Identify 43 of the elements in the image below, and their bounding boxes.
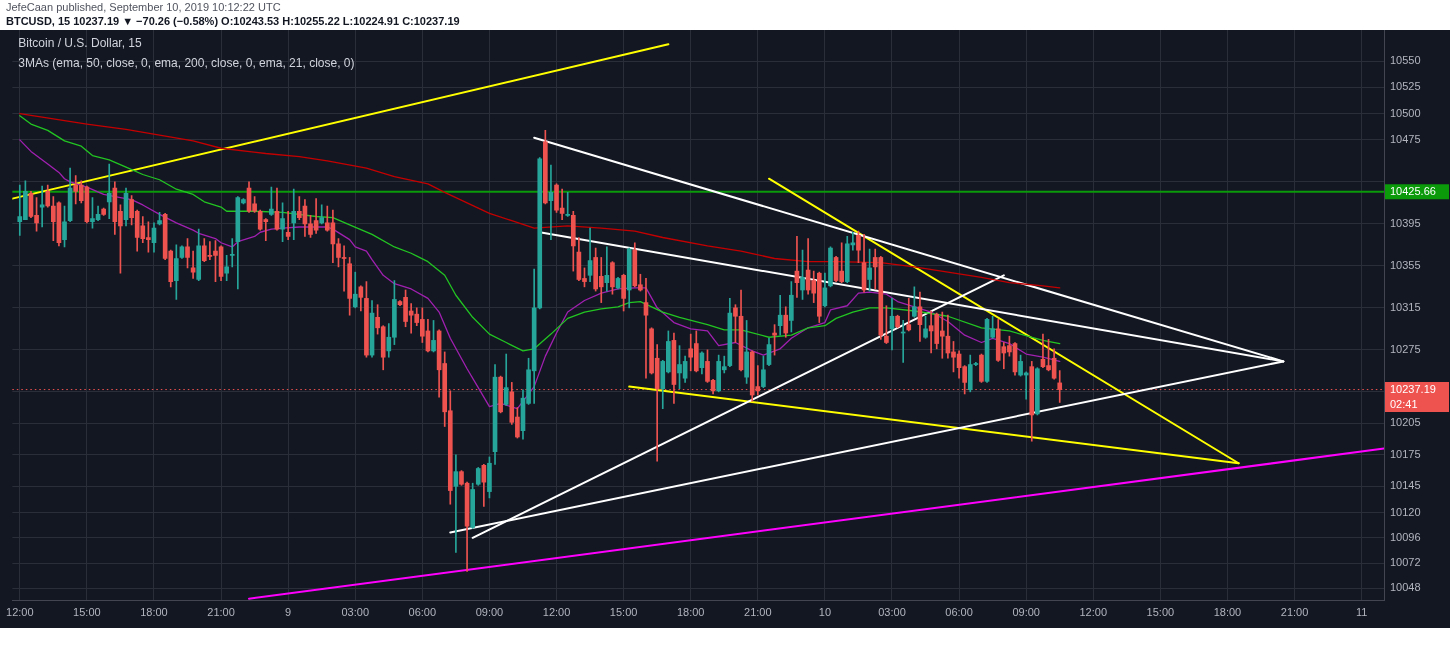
- y-tick-label: 10175: [1390, 447, 1421, 460]
- x-tick-label: 06:00: [408, 606, 437, 619]
- x-tick-label: 21:00: [207, 606, 235, 619]
- x-tick-label: 12:00: [6, 606, 34, 619]
- annotation: Bitcoin / U.S. Dollar, 15: [18, 35, 143, 50]
- x-tick-label: 10: [818, 606, 832, 619]
- y-tick-label: 10205: [1390, 416, 1421, 429]
- x-tick-label: 18:00: [1213, 606, 1242, 619]
- x-tick-label: 09:00: [475, 606, 504, 619]
- x-tick-label: 03:00: [878, 606, 906, 619]
- y-tick-label: 10395: [1390, 216, 1421, 229]
- y-tick-label: 10096: [1390, 530, 1421, 543]
- y-tick-label: 10120: [1390, 505, 1421, 518]
- x-tick-label: 18:00: [676, 606, 705, 619]
- x-tick-label: 9: [285, 606, 292, 619]
- y-tick-label: 10072: [1390, 556, 1421, 569]
- y-tick-label: 10315: [1390, 300, 1421, 313]
- y-tick-label: 10145: [1390, 479, 1421, 492]
- chart-subtitle: BTCUSD, 15 10237.19 ▼ −70.26 (−0.58%) O:10243.53 H:10255.22 L:10224.91 C:10237.19: [6, 14, 460, 28]
- y-tick-label: 10475: [1390, 132, 1421, 145]
- chart-title: JefeCaan published, September 10, 2019 10:12:22 UTC: [6, 1, 281, 14]
- x-tick-label: 12:00: [542, 606, 571, 619]
- y-tick-label: 10550: [1390, 54, 1421, 67]
- x-tick-label: 15:00: [73, 606, 101, 619]
- x-tick-label: 12:00: [1079, 606, 1108, 619]
- x-tick-label: 03:00: [341, 606, 370, 619]
- y-tick-label: 10525: [1390, 80, 1421, 93]
- y-tick-label: 10500: [1390, 106, 1421, 119]
- x-tick-label: 21:00: [744, 606, 772, 619]
- annotation: 3MAs (ema, 50, close, 0, ema, 200, close, 0, ema, 21, close, 0): [18, 55, 355, 70]
- x-tick-label: 06:00: [945, 606, 973, 619]
- x-tick-label: 21:00: [1280, 606, 1309, 619]
- x-tick-label: 09:00: [1012, 606, 1040, 619]
- text: 02:41: [1390, 398, 1418, 411]
- x-tick-label: 15:00: [609, 606, 638, 619]
- x-tick-label: 11: [1355, 606, 1368, 619]
- y-tick-label: 10355: [1390, 258, 1421, 271]
- y-tick-label: 10275: [1390, 342, 1421, 355]
- x-tick-label: 15:00: [1146, 606, 1175, 619]
- y-tick-label: 10048: [1390, 581, 1421, 594]
- x-tick-label: 18:00: [140, 606, 168, 619]
- ref-line-label: 10237.19: [1390, 383, 1436, 396]
- ref-line-label: 10425.66: [1390, 185, 1436, 198]
